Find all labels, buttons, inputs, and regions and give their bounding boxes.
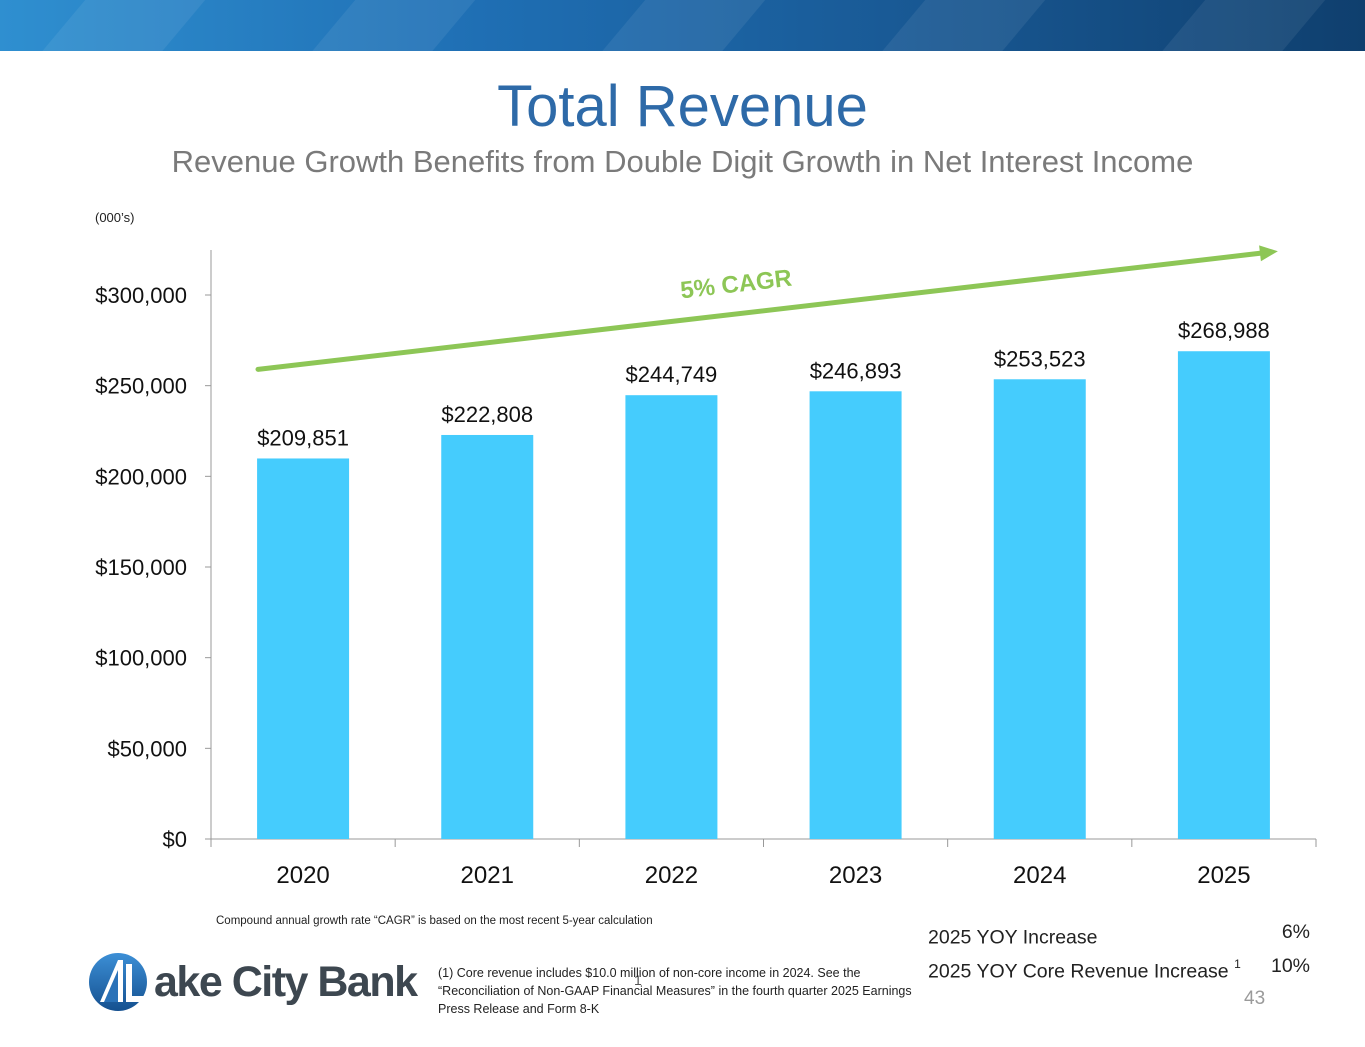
bar-2023 xyxy=(809,391,902,839)
stat-value: 10% xyxy=(1270,954,1310,977)
y-tick-label: $300,000 xyxy=(95,283,187,308)
x-tick-label: 2023 xyxy=(829,862,882,889)
page-title: Total Revenue xyxy=(497,74,868,139)
stat-label: 2025 YOY Increase xyxy=(928,926,1098,949)
bar-value-label: $246,893 xyxy=(810,358,902,383)
bar-2020 xyxy=(257,458,350,839)
x-tick-label: 2025 xyxy=(1197,862,1250,889)
lake-city-bank-logo: ake City Bank xyxy=(88,950,418,1014)
cagr-annotation: 5% CAGR xyxy=(679,265,793,305)
cagr-footnote: Compound annual growth rate “CAGR” is ba… xyxy=(216,915,653,927)
bar-value-label: $253,523 xyxy=(994,346,1086,371)
cagr-arrowhead xyxy=(1259,245,1278,262)
x-tick-label: 2020 xyxy=(276,862,329,889)
yoy-stats: 2025 YOY Increase 6% 2025 YOY Core Reven… xyxy=(928,918,1310,985)
y-tick-label: $50,000 xyxy=(107,736,187,761)
x-tick-label: 2022 xyxy=(645,862,698,889)
stat-label: 2025 YOY Core Revenue Increase 1 xyxy=(928,956,1241,983)
units-label: (000’s) xyxy=(95,210,135,225)
cagr-trend-line xyxy=(255,250,1263,372)
bank-logo-icon xyxy=(89,953,147,1011)
header-banner xyxy=(0,0,1365,51)
stat-row: 2025 YOY Core Revenue Increase 1 10% xyxy=(928,952,1310,986)
y-tick-label: $200,000 xyxy=(95,464,187,489)
bar-2022 xyxy=(625,395,718,839)
y-tick-label: $250,000 xyxy=(95,374,187,399)
y-tick-label: $100,000 xyxy=(95,646,187,671)
bar-value-label: $268,988 xyxy=(1178,318,1270,343)
bar-value-label: $244,749 xyxy=(626,362,718,387)
logo-wordmark: ake City Bank xyxy=(154,957,418,1006)
core-revenue-footnote: (1) Core revenue includes $10.0 million … xyxy=(438,966,912,1016)
x-tick-label: 2024 xyxy=(1013,862,1066,889)
bar-value-label: $222,808 xyxy=(441,402,533,427)
stat-row: 2025 YOY Increase 6% xyxy=(928,918,1310,952)
bar-value-label: $209,851 xyxy=(257,425,349,450)
y-tick-label: $0 xyxy=(163,827,187,852)
x-tick-label: 2021 xyxy=(461,862,514,889)
stray-footnote-mark: 1 xyxy=(634,972,642,988)
page-number: 43 xyxy=(1244,988,1266,1009)
bar-2021 xyxy=(441,434,534,839)
page-subtitle: Revenue Growth Benefits from Double Digi… xyxy=(171,144,1194,179)
y-tick-label: $150,000 xyxy=(95,555,187,580)
bar-2024 xyxy=(993,379,1086,839)
bar-2025 xyxy=(1177,351,1270,839)
stat-value: 6% xyxy=(1281,921,1310,943)
